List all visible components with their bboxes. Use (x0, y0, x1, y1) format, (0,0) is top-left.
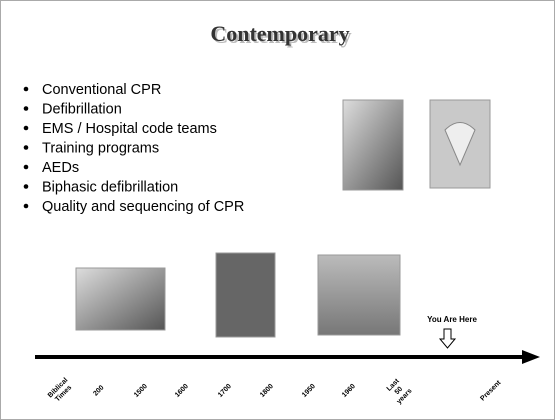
bullet-dot (24, 204, 29, 209)
bullet-dot (24, 165, 29, 170)
bullet-dot (24, 126, 29, 131)
bullet-dot (24, 106, 29, 111)
bullet-text: Conventional CPR (42, 82, 161, 98)
marker-label: You Are Here (427, 315, 477, 324)
bullet-dot (24, 184, 29, 189)
photo (216, 253, 275, 337)
bullet-text: Defibrillation (42, 102, 122, 118)
photo (76, 268, 165, 330)
bullet-dot (24, 87, 29, 92)
bullet-text: Biphasic defibrillation (42, 180, 178, 196)
photo (318, 255, 400, 335)
photo (343, 100, 403, 190)
bullet-text: Quality and sequencing of CPR (42, 199, 244, 215)
bullet-dot (24, 145, 29, 150)
slide: Contemporary Contemporary Conventional C… (0, 0, 555, 420)
bullet-text: AEDs (42, 160, 79, 176)
title: Contemporary (210, 21, 349, 46)
bullet-text: EMS / Hospital code teams (42, 121, 217, 137)
bullet-text: Training programs (42, 141, 159, 157)
